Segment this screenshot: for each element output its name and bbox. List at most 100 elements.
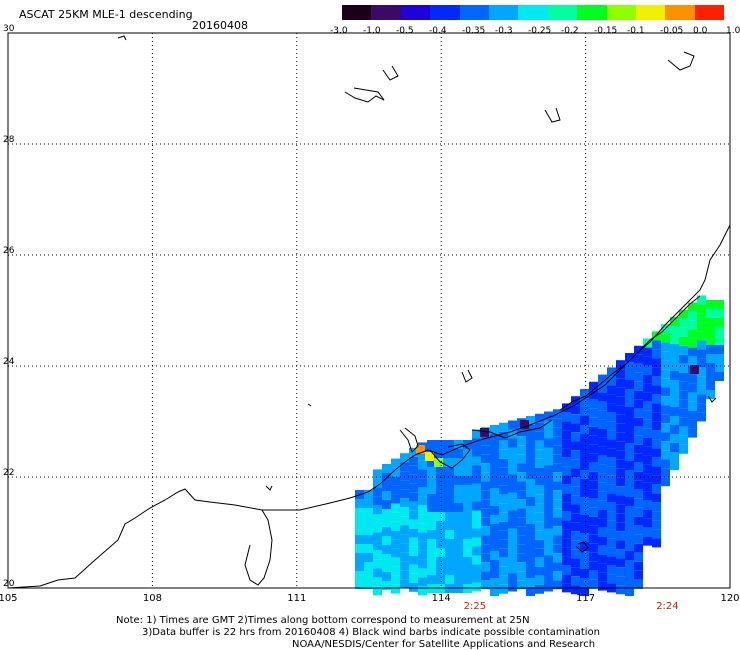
wind-cell <box>436 539 445 548</box>
wind-cell <box>490 461 499 470</box>
wind-cell <box>607 556 616 566</box>
wind-cell <box>508 582 517 592</box>
wind-cell <box>571 459 580 469</box>
wind-cell <box>715 372 724 381</box>
wind-cell <box>526 578 535 587</box>
wind-cell <box>481 580 490 590</box>
colorbar-label: -1.0 <box>363 26 381 36</box>
pass-time-label: 2:25 <box>464 601 486 612</box>
wind-cell <box>382 536 391 545</box>
wind-cell <box>490 488 499 497</box>
wind-cell <box>679 444 688 454</box>
wind-cell <box>688 338 697 348</box>
wind-cell <box>589 543 598 553</box>
wind-cell <box>643 374 652 384</box>
wind-cell <box>544 456 553 466</box>
wind-cell <box>535 422 544 432</box>
wind-cell <box>625 497 634 506</box>
wind-cell <box>652 448 661 458</box>
wind-cell <box>472 429 481 439</box>
wind-cell <box>373 478 382 488</box>
wind-cell <box>373 505 382 515</box>
colorbar-label: -3.0 <box>330 26 348 36</box>
wind-cell <box>409 465 418 475</box>
wind-cell <box>373 559 382 569</box>
wind-cell <box>427 458 436 467</box>
wind-cell <box>499 521 508 531</box>
wind-cell <box>634 570 643 580</box>
wind-cell <box>508 483 517 493</box>
wind-cell <box>562 466 571 476</box>
wind-cell <box>544 474 553 484</box>
wind-cell <box>580 497 589 506</box>
wind-cell <box>454 485 463 494</box>
wind-cell <box>625 587 634 596</box>
wind-cell <box>562 574 571 584</box>
wind-cell <box>544 411 553 421</box>
wind-cell <box>634 453 643 463</box>
wind-cell <box>481 535 490 545</box>
wind-cell <box>391 512 400 522</box>
colorbar-label: 1.0 <box>726 26 740 36</box>
wind-cell <box>598 545 607 555</box>
lon-label: 117 <box>576 593 595 604</box>
wind-cell <box>535 449 544 459</box>
wind-cell <box>436 449 445 458</box>
wind-cell <box>616 396 625 406</box>
wind-cell <box>616 387 625 397</box>
wind-cell <box>643 500 652 510</box>
wind-cell <box>499 476 508 486</box>
wind-cell <box>544 447 553 457</box>
wind-cell <box>589 435 598 445</box>
wind-cell <box>463 476 472 485</box>
wind-cell <box>652 340 661 350</box>
wind-cell <box>553 517 562 527</box>
wind-cell <box>580 515 589 524</box>
wind-cell <box>454 566 463 575</box>
wind-cell <box>607 502 616 512</box>
wind-cell <box>562 511 571 521</box>
wind-cell <box>490 578 499 587</box>
wind-cell <box>625 515 634 524</box>
wind-cell <box>436 467 445 476</box>
wind-cell <box>454 512 463 521</box>
wind-cell <box>625 371 634 380</box>
wind-cell <box>562 484 571 494</box>
wind-cell <box>409 546 418 556</box>
wind-cell <box>544 492 553 502</box>
wind-cell <box>544 564 553 574</box>
wind-cell <box>688 401 697 411</box>
wind-cell <box>571 585 580 595</box>
wind-cell <box>409 492 418 502</box>
wind-cell <box>535 503 544 513</box>
wind-cell <box>409 519 418 529</box>
wind-cell <box>520 420 529 429</box>
wind-cell <box>625 488 634 497</box>
wind-cell <box>418 505 427 515</box>
wind-cell <box>400 579 409 589</box>
wind-cell <box>652 394 661 404</box>
wind-cell <box>562 475 571 485</box>
wind-cell <box>373 514 382 524</box>
wind-cell <box>418 469 427 479</box>
colorbar-swatch <box>694 5 725 20</box>
wind-cell <box>436 512 445 521</box>
wind-cell <box>400 570 409 580</box>
wind-cell <box>580 560 589 569</box>
wind-cell <box>535 431 544 441</box>
wind-cell <box>454 521 463 530</box>
wind-cell <box>670 425 679 434</box>
wind-cell <box>535 458 544 468</box>
wind-cell <box>436 575 445 584</box>
wind-cell <box>607 538 616 548</box>
wind-cell <box>670 335 679 344</box>
wind-cell <box>634 444 643 454</box>
wind-cell <box>526 560 535 569</box>
wind-cell <box>625 452 634 461</box>
wind-cell <box>553 553 562 563</box>
wind-cell <box>373 577 382 587</box>
wind-cell <box>481 454 490 464</box>
wind-cell <box>679 417 688 427</box>
wind-cell <box>688 311 697 321</box>
wind-cell <box>427 467 436 476</box>
